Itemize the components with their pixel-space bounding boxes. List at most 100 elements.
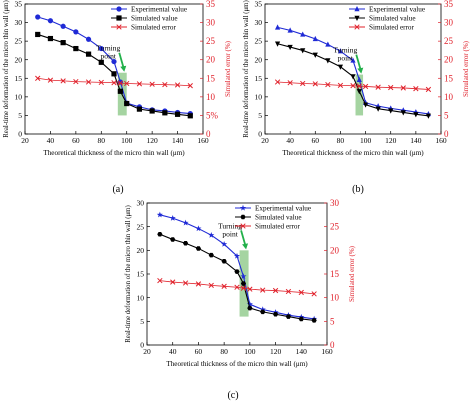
legend-label: Simulated value [369, 15, 416, 23]
y2-tick-label: 5 [330, 316, 335, 326]
y2-tick-label: 20 [444, 55, 454, 65]
y-tick-label: 20 [137, 246, 145, 255]
data-point [111, 71, 117, 77]
data-point [247, 305, 253, 311]
data-point [233, 252, 241, 259]
x-tick-label: 40 [47, 136, 55, 145]
series-line-experimental [277, 26, 429, 115]
series-line-simulated [159, 233, 315, 321]
data-point [298, 316, 304, 322]
legend-marker [354, 24, 360, 30]
x-tick-label: 100 [121, 136, 133, 145]
panel-label: (b) [352, 184, 364, 195]
chart-panel-c: 20 40 60 80 100 120 140 16005101520253005101520… [125, 198, 356, 401]
legend-label: Simulated error [255, 223, 301, 231]
x-tick-label: 80 [98, 136, 106, 145]
data-point [388, 84, 394, 91]
y2-tick-label: 25 [206, 36, 216, 46]
data-point [221, 283, 227, 289]
data-point [124, 80, 130, 87]
data-point [312, 52, 318, 58]
data-point [240, 273, 247, 279]
data-point [35, 31, 41, 38]
x-tick-label: 120 [270, 347, 282, 356]
data-point [170, 237, 176, 242]
turning-point-band [355, 74, 364, 116]
y2-tick-label: 25 [444, 36, 454, 46]
chart-panel-b: 20 40 60 80 100 120 140 16005101520253035051015… [243, 0, 470, 195]
data-point [375, 106, 381, 112]
x-tick-label: 120 [147, 136, 159, 145]
data-point [208, 282, 214, 289]
y2-tick-label: 30 [330, 198, 340, 208]
data-point [259, 306, 266, 313]
x-tick-label: 40 [286, 136, 294, 145]
x-tick-label: 80 [220, 347, 228, 356]
data-point [300, 31, 306, 37]
data-point [362, 83, 369, 90]
y-tick-label: 25 [255, 37, 263, 46]
y-axis-label: Real-time deformation of the micro thin … [243, 0, 250, 137]
y-tick-label: 25 [15, 37, 23, 46]
data-point [195, 225, 202, 232]
data-point [85, 51, 92, 57]
y2-tick-label: 15 [444, 73, 454, 83]
data-point [124, 100, 130, 107]
y-tick-label: 15 [255, 74, 263, 83]
panel-label: (a) [112, 184, 123, 195]
x-tick-label: 80 [337, 136, 345, 145]
data-point [136, 106, 143, 112]
turning-point-label: Turning [218, 221, 242, 230]
x-axis-label: Theoretical thickness of the micro thin … [166, 360, 308, 368]
y2-axis-label: Simulated error (%) [224, 40, 232, 97]
data-point [425, 86, 432, 93]
y-tick-label: 35 [255, 0, 263, 9]
data-point [325, 58, 331, 64]
y-tick-label: 0 [140, 341, 144, 350]
turning-point-label: Turning [96, 44, 120, 53]
x-tick-label: 20 [261, 136, 269, 145]
data-point [60, 78, 66, 84]
legend-label: Experimental value [369, 6, 425, 14]
data-point [356, 83, 362, 89]
data-point [208, 252, 214, 258]
y2-tick-label: 5 [444, 110, 449, 120]
y2-tick-label: 0 [330, 340, 335, 350]
data-point [350, 83, 356, 89]
data-point [111, 80, 117, 86]
turning-point-arrowhead [120, 65, 127, 72]
x-tick-label: 100 [244, 347, 256, 356]
y2-tick-label: 0 [206, 129, 211, 139]
x-tick-label: 140 [172, 136, 184, 145]
data-point [47, 77, 54, 83]
data-point [157, 277, 163, 284]
data-point [400, 110, 406, 116]
y2-tick-label: 30 [444, 18, 454, 28]
data-point [350, 74, 356, 80]
data-point [156, 211, 163, 218]
x-tick-label: 60 [72, 136, 80, 145]
data-point [85, 79, 92, 85]
data-point [274, 79, 281, 85]
y-tick-label: 30 [137, 199, 145, 208]
data-point [413, 112, 419, 118]
y-tick-label: 10 [137, 293, 145, 302]
data-point [350, 57, 356, 63]
x-tick-label: 100 [360, 136, 372, 145]
data-point [246, 301, 253, 307]
y2-tick-label: 10 [206, 92, 216, 102]
data-point [111, 58, 117, 65]
data-point [337, 48, 344, 54]
data-point [98, 45, 104, 52]
y-axis-label: Real-time deformation of the micro thin … [125, 205, 132, 342]
turning-point-arrow [240, 230, 246, 245]
turning-point-label: Turning [333, 46, 357, 55]
y2-tick-label: 15 [206, 73, 216, 83]
x-tick-label: 120 [385, 136, 397, 145]
data-point [60, 40, 66, 46]
x-tick-label: 60 [312, 136, 320, 145]
data-point [298, 289, 304, 296]
data-point [157, 231, 163, 237]
